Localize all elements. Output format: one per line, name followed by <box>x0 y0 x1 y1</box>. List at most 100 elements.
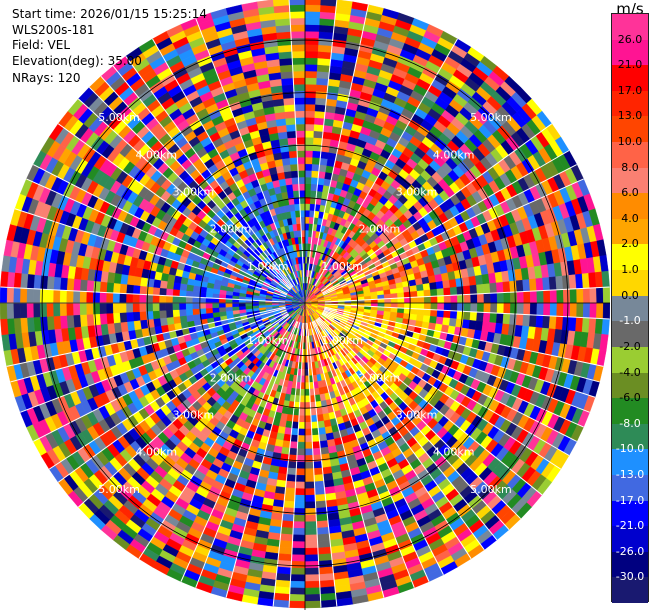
velocity-cell <box>496 302 505 314</box>
velocity-cell <box>304 547 319 556</box>
velocity-cell <box>26 302 34 318</box>
velocity-cell <box>52 289 61 304</box>
velocity-cell <box>85 302 94 315</box>
velocity-cell <box>66 314 75 329</box>
velocity-cell <box>469 311 478 322</box>
velocity-cell <box>304 90 317 98</box>
velocity-cell <box>304 534 318 542</box>
velocity-cell <box>290 434 299 443</box>
velocity-cell <box>211 302 220 309</box>
velocity-cell <box>436 309 445 318</box>
velocity-cell <box>79 302 87 316</box>
velocity-cell <box>39 302 48 318</box>
velocity-cell <box>422 283 431 291</box>
velocity-cell <box>304 70 318 79</box>
velocity-cell <box>320 599 338 608</box>
velocity-cell <box>549 302 558 317</box>
velocity-cell <box>281 440 291 449</box>
velocity-cell <box>166 280 175 290</box>
velocity-cell <box>463 302 472 312</box>
velocity-cell <box>304 501 317 509</box>
velocity-cell <box>549 289 558 304</box>
velocity-cell <box>304 474 315 483</box>
velocity-cell <box>468 275 477 286</box>
velocity-cell <box>304 554 319 562</box>
velocity-cell <box>99 313 108 325</box>
velocity-cell <box>13 302 21 319</box>
velocity-cell <box>417 296 425 304</box>
velocity-cell <box>46 302 54 317</box>
velocity-cell <box>139 311 147 321</box>
velocity-cell <box>304 176 312 185</box>
velocity-cell <box>322 131 333 140</box>
velocity-cell <box>569 288 578 304</box>
velocity-cell <box>125 293 134 304</box>
velocity-cell <box>119 302 127 313</box>
velocity-cell <box>516 291 525 304</box>
velocity-cell <box>304 435 313 443</box>
velocity-cell <box>489 312 498 324</box>
velocity-cell <box>315 84 329 93</box>
velocity-cell <box>429 282 438 291</box>
velocity-cell <box>316 77 329 86</box>
velocity-cell <box>282 433 292 442</box>
velocity-cell <box>178 289 187 298</box>
velocity-cell <box>483 293 491 304</box>
velocity-cell <box>423 289 432 298</box>
velocity-cell <box>165 302 173 311</box>
velocity-cell <box>602 302 610 320</box>
velocity-cell <box>596 302 604 319</box>
velocity-cell <box>437 295 445 304</box>
velocity-cell <box>153 278 162 289</box>
velocity-cell <box>502 281 511 293</box>
velocity-cell <box>165 295 173 304</box>
velocity-cell <box>510 302 518 315</box>
velocity-cell <box>99 291 107 304</box>
velocity-cell <box>218 306 227 313</box>
velocity-cell <box>322 466 333 475</box>
velocity-cell <box>279 533 294 542</box>
velocity-cell <box>304 587 321 595</box>
velocity-cell <box>178 296 187 304</box>
velocity-cell <box>489 282 498 294</box>
velocity-cell <box>294 488 306 496</box>
velocity-cell <box>315 513 329 522</box>
velocity-cell <box>178 308 187 317</box>
velocity-cell <box>231 306 240 311</box>
velocity-cell <box>279 540 293 549</box>
velocity-cell <box>317 540 331 549</box>
velocity-cell <box>132 302 140 313</box>
velocity-cell <box>172 295 180 304</box>
velocity-cell <box>575 273 584 290</box>
velocity-cell <box>159 279 168 289</box>
velocity-cell <box>529 290 538 304</box>
velocity-cell <box>523 302 531 316</box>
velocity-cell <box>185 302 193 310</box>
velocity-cell <box>225 302 233 308</box>
velocity-cell <box>186 314 194 322</box>
velocity-cell <box>125 284 134 295</box>
velocity-cell <box>92 291 100 304</box>
velocity-cell <box>435 280 444 290</box>
velocity-cell <box>73 314 82 328</box>
velocity-cell <box>133 275 142 286</box>
velocity-cell <box>192 308 200 316</box>
velocity-cell <box>285 420 293 429</box>
velocity-cell <box>396 287 405 294</box>
velocity-cell <box>297 428 306 436</box>
velocity-cell <box>304 567 320 576</box>
velocity-cell <box>304 209 311 218</box>
velocity-cell <box>125 311 134 322</box>
velocity-cell <box>317 420 325 429</box>
velocity-cell <box>99 281 108 293</box>
velocity-cell <box>105 292 114 304</box>
velocity-cell <box>470 293 478 304</box>
velocity-cell <box>314 110 326 119</box>
velocity-cell <box>296 461 306 470</box>
velocity-cell <box>33 316 42 332</box>
velocity-cell <box>304 57 319 65</box>
velocity-cell <box>502 313 511 325</box>
velocity-cell <box>542 277 551 291</box>
velocity-cell <box>312 447 322 456</box>
velocity-cell <box>99 302 107 315</box>
